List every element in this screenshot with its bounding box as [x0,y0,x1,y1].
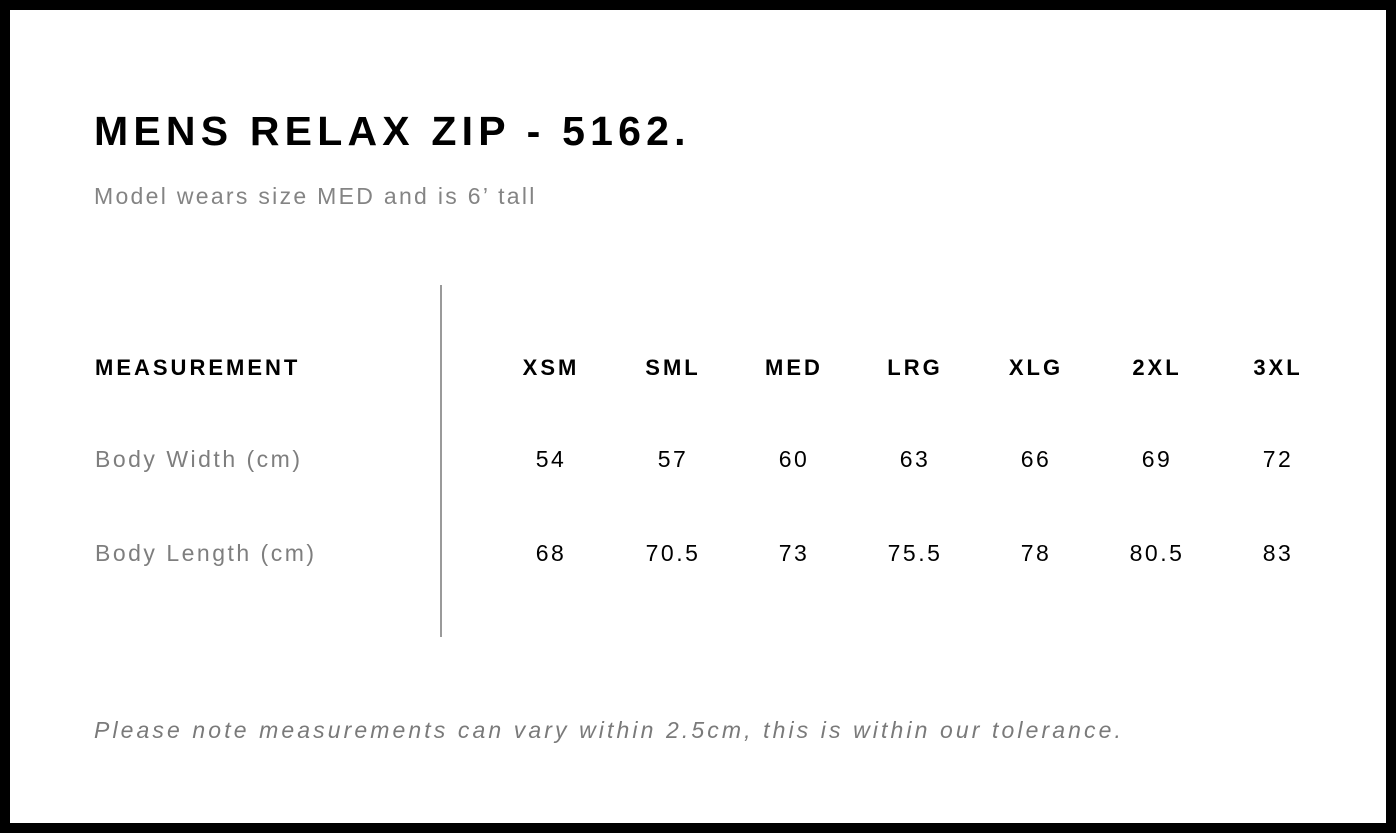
row-label: Body Length (cm) [95,540,317,566]
table-cell: 73 [778,540,810,566]
table-cell: 78 [1020,540,1052,566]
table-cell: 75.5 [887,540,943,566]
table-cell: 80.5 [1129,540,1185,566]
table-cell: 70.5 [645,540,701,566]
size-header-3xl: 3XL [1253,355,1303,380]
column-divider [440,285,442,637]
table-cell: 83 [1262,540,1294,566]
size-header-xsm: XSM [522,355,580,380]
table-cell: 69 [1141,446,1173,472]
size-header-2xl: 2XL [1132,355,1182,380]
table-cell: 57 [657,446,689,472]
size-header-xlg: XLG [1008,355,1064,380]
tolerance-note: Please note measurements can vary within… [94,717,1125,743]
size-chart-card: MENS RELAX ZIP - 5162. Model wears size … [10,10,1386,823]
model-info: Model wears size MED and is 6’ tall [94,183,537,209]
page-title: MENS RELAX ZIP - 5162. [94,108,691,154]
table-cell: 54 [535,446,567,472]
table-cell: 63 [899,446,931,472]
size-header-med: MED [765,355,823,380]
measurement-header: MEASUREMENT [95,355,301,380]
row-label: Body Width (cm) [95,446,303,472]
size-header-lrg: LRG [887,355,943,380]
table-cell: 66 [1020,446,1052,472]
table-cell: 60 [778,446,810,472]
table-cell: 68 [535,540,567,566]
table-cell: 72 [1262,446,1294,472]
size-header-sml: SML [645,355,701,380]
